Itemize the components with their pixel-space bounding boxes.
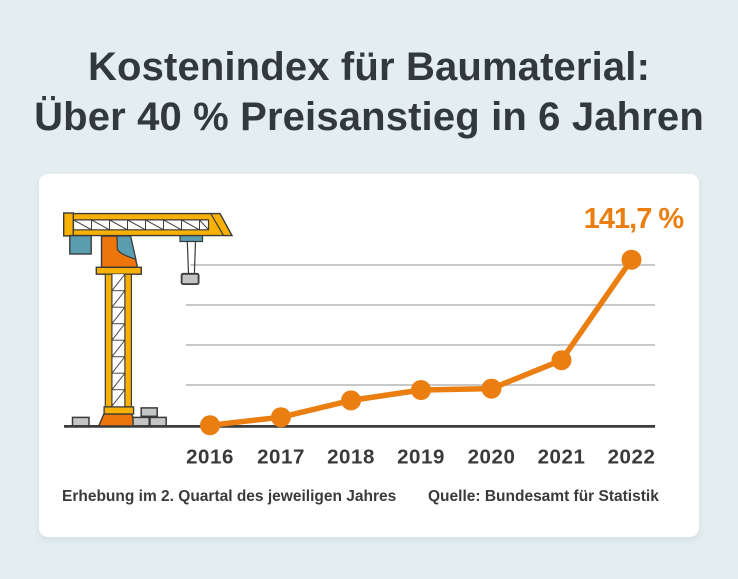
svg-text:2021: 2021 xyxy=(538,446,586,469)
svg-text:Quelle: Bundesamt für Statisti: Quelle: Bundesamt für Statistik xyxy=(428,488,659,505)
svg-text:141,7 %: 141,7 % xyxy=(584,203,685,235)
svg-text:2020: 2020 xyxy=(468,446,516,469)
svg-text:2018: 2018 xyxy=(327,446,375,469)
svg-text:Erhebung im 2. Quartal des jew: Erhebung im 2. Quartal des jeweiligen Ja… xyxy=(62,488,396,505)
svg-text:2016: 2016 xyxy=(186,446,234,469)
svg-text:2019: 2019 xyxy=(397,446,445,469)
svg-text:2022: 2022 xyxy=(608,446,656,469)
svg-text:2017: 2017 xyxy=(257,446,305,469)
